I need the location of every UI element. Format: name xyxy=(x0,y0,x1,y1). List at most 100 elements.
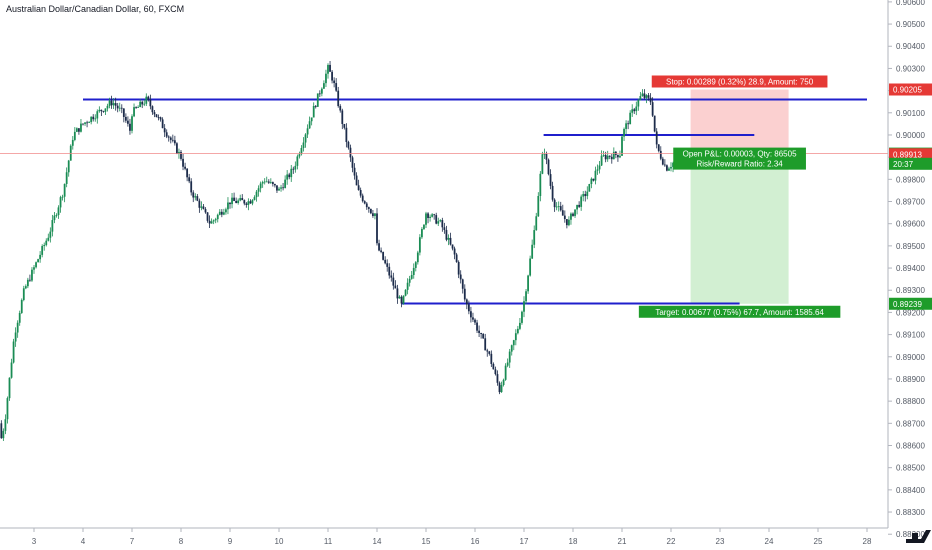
candle-body xyxy=(557,206,560,207)
candle-body xyxy=(345,127,348,142)
price-tag-label: 20:37 xyxy=(893,160,914,169)
candle-body xyxy=(241,198,244,201)
candle-body xyxy=(608,155,611,157)
candle-body xyxy=(65,172,68,184)
position-tool[interactable] xyxy=(690,89,789,304)
candle-body xyxy=(390,275,393,278)
candle-body xyxy=(461,279,464,289)
candle-body xyxy=(310,117,313,122)
candle-body xyxy=(351,157,354,168)
price-tick-label: 0.88800 xyxy=(896,397,925,406)
candle-body xyxy=(408,278,411,283)
candle-body xyxy=(492,363,495,370)
time-tick-label: 10 xyxy=(275,537,284,546)
candle-body xyxy=(173,140,176,144)
candle-body xyxy=(512,340,515,346)
candle-body xyxy=(116,105,119,109)
candle-body xyxy=(214,219,217,221)
candle-body xyxy=(459,274,462,280)
candle-body xyxy=(537,195,540,217)
candle-body xyxy=(200,206,203,208)
candle-body xyxy=(202,206,205,210)
candle-body xyxy=(400,296,403,304)
candle-body xyxy=(598,165,601,170)
candle-body xyxy=(161,119,164,129)
candle-body xyxy=(63,183,66,197)
candle-body xyxy=(653,115,656,132)
candle-body xyxy=(343,123,346,128)
candle-body xyxy=(237,200,240,203)
candle-body xyxy=(53,215,56,221)
candle-body xyxy=(472,317,474,320)
candle-body xyxy=(641,93,644,97)
candle-body xyxy=(316,93,319,107)
candle-body xyxy=(182,158,184,167)
candle-body xyxy=(592,178,595,181)
horizontal-levels[interactable] xyxy=(83,98,867,305)
candle-body xyxy=(433,214,436,216)
candle-body xyxy=(94,118,97,120)
candle-body xyxy=(404,289,407,296)
candle-body xyxy=(421,229,423,238)
candle-body xyxy=(582,194,585,197)
time-tick-label: 4 xyxy=(81,537,86,546)
candle-body xyxy=(253,197,256,200)
candle-body xyxy=(606,155,609,160)
candle-body xyxy=(114,103,117,106)
candle-body xyxy=(604,155,607,160)
candle-body xyxy=(623,128,625,137)
candle-body xyxy=(41,246,44,255)
candle-body xyxy=(280,187,282,189)
candle-body xyxy=(349,147,352,158)
candle-body xyxy=(314,105,317,107)
candle-body xyxy=(337,90,340,107)
candle-body xyxy=(535,216,538,231)
candle-body xyxy=(437,221,440,224)
candle-body xyxy=(406,282,409,290)
candle-body xyxy=(382,251,385,260)
candle-body xyxy=(118,107,121,109)
candle-body xyxy=(122,108,125,117)
time-tick-label: 3 xyxy=(32,537,37,546)
candle-body xyxy=(353,167,356,176)
candle-body xyxy=(271,182,274,185)
candle-body xyxy=(306,128,309,135)
candle-body xyxy=(639,96,642,100)
candle-body xyxy=(514,333,517,341)
candle-body xyxy=(637,99,640,107)
candle-body xyxy=(359,190,362,196)
candle-body xyxy=(10,362,13,378)
candle-body xyxy=(355,175,358,186)
candle-body xyxy=(276,185,278,191)
candle-body xyxy=(143,103,146,105)
target-zone[interactable] xyxy=(690,153,789,304)
candle-body xyxy=(657,144,660,151)
time-tick-label: 15 xyxy=(422,537,431,546)
candle-body xyxy=(284,179,287,189)
candle-body xyxy=(521,311,523,323)
candle-body xyxy=(561,210,564,216)
candle-body xyxy=(412,267,415,276)
candle-body xyxy=(204,209,207,213)
candle-body xyxy=(529,258,532,276)
candle-body xyxy=(672,162,674,167)
candle-body xyxy=(563,215,566,220)
candle-body xyxy=(539,173,542,196)
candle-body xyxy=(386,263,389,267)
candle-body xyxy=(651,102,654,116)
candle-body xyxy=(257,188,260,192)
candle-body xyxy=(500,385,503,393)
candle-body xyxy=(78,128,80,132)
price-tick-label: 0.89100 xyxy=(896,331,925,340)
candle-body xyxy=(167,136,170,138)
candle-body xyxy=(29,279,31,281)
candle-body xyxy=(578,204,581,207)
candle-body xyxy=(288,174,291,178)
candle-body xyxy=(498,382,501,393)
candle-body xyxy=(231,197,233,205)
chart-title: Australian Dollar/Canadian Dollar, 60, F… xyxy=(6,4,185,14)
candle-body xyxy=(327,64,329,74)
candle-body xyxy=(490,353,493,364)
